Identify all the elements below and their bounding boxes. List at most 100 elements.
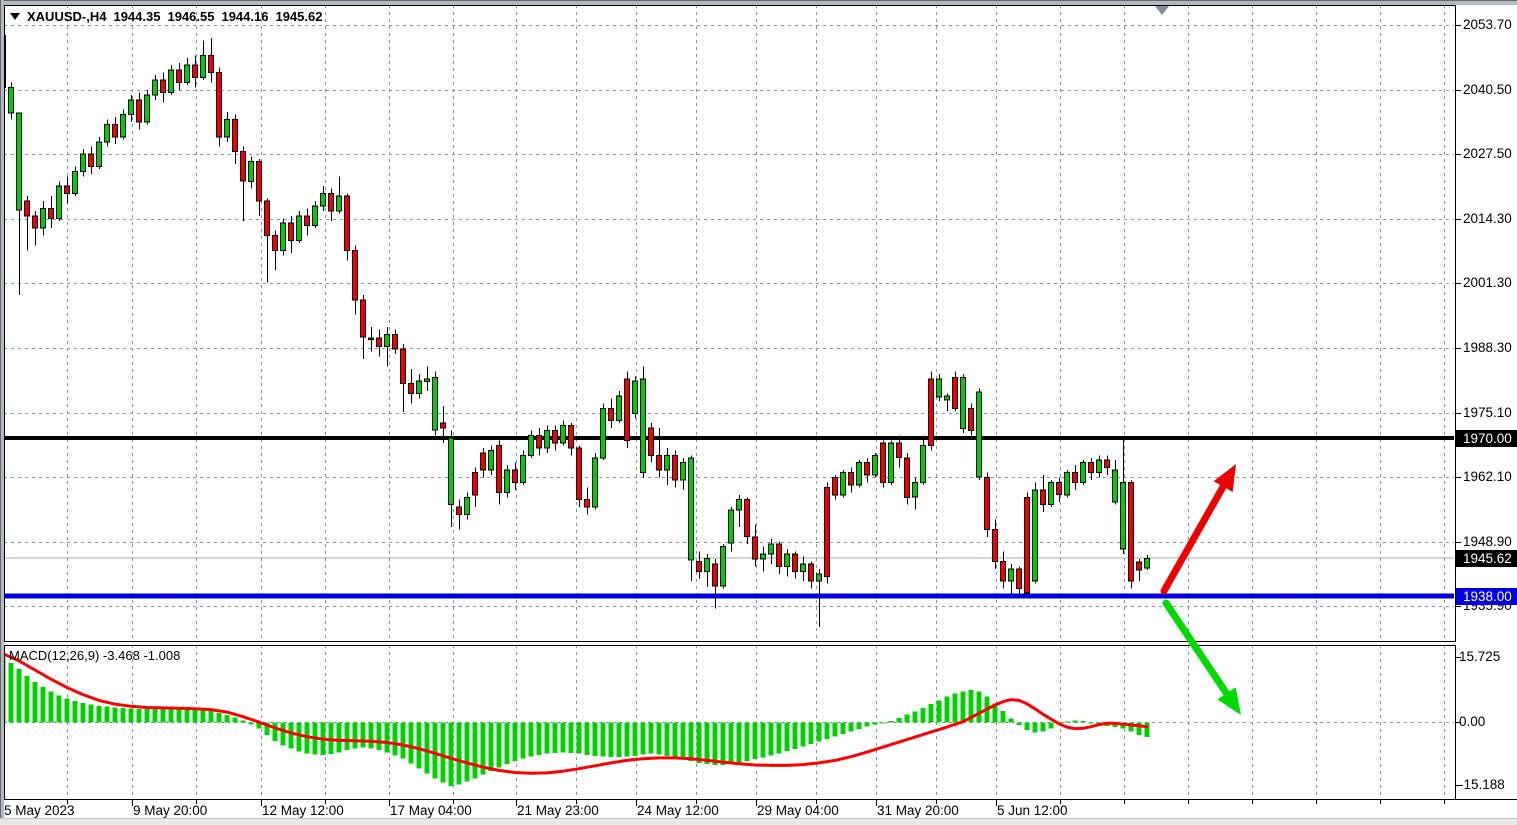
candle-bull[interactable]: [320, 193, 326, 207]
candle-bull[interactable]: [1080, 462, 1086, 484]
candle-bear[interactable]: [440, 422, 446, 429]
candle-bull[interactable]: [736, 499, 742, 511]
candle-bull[interactable]: [8, 86, 14, 114]
candle-bull[interactable]: [72, 170, 78, 195]
candle-bear[interactable]: [968, 407, 974, 432]
candle-bear[interactable]: [744, 499, 750, 538]
candle-bull[interactable]: [1048, 481, 1054, 506]
bullish-scenario-arrow[interactable]: [1160, 464, 1236, 595]
candle-bull[interactable]: [688, 457, 694, 561]
candle-bull[interactable]: [1144, 557, 1150, 569]
candle-bull[interactable]: [768, 543, 774, 555]
candle-bear[interactable]: [64, 185, 70, 195]
level-lines[interactable]: [4, 436, 1455, 599]
arrow-head[interactable]: [1213, 464, 1236, 493]
candle-bear[interactable]: [928, 378, 934, 446]
candle-bear[interactable]: [400, 348, 406, 385]
candle-bull[interactable]: [424, 378, 430, 382]
bearish-scenario-arrow[interactable]: [1162, 599, 1241, 715]
candle-bear[interactable]: [752, 536, 758, 560]
candle-bear[interactable]: [992, 528, 998, 562]
candle-bull[interactable]: [1112, 469, 1118, 503]
candle-bull[interactable]: [528, 435, 534, 456]
candle-bear[interactable]: [1088, 462, 1094, 474]
arrow-head[interactable]: [1217, 687, 1241, 715]
candle-bull[interactable]: [168, 69, 174, 93]
candle-bull[interactable]: [1, 35, 6, 88]
candle-bull[interactable]: [784, 553, 790, 567]
candle-bull[interactable]: [296, 215, 302, 242]
candle-bear[interactable]: [216, 72, 222, 138]
candle-bull[interactable]: [600, 407, 606, 459]
candle-bear[interactable]: [232, 119, 238, 153]
symbol-dropdown-icon[interactable]: [10, 13, 20, 20]
candle-bear[interactable]: [672, 454, 678, 481]
candle-bear[interactable]: [288, 222, 294, 241]
candle-bear[interactable]: [408, 383, 414, 395]
candle-bull[interactable]: [816, 573, 822, 582]
candle-bear[interactable]: [1000, 560, 1006, 582]
candle-bull[interactable]: [488, 449, 494, 471]
candle-bear[interactable]: [1016, 568, 1022, 590]
candle-bull[interactable]: [504, 469, 510, 493]
candle-bull[interactable]: [56, 185, 62, 219]
price-axis[interactable]: [1455, 5, 1517, 799]
candle-bull[interactable]: [976, 391, 982, 478]
candle-bull[interactable]: [544, 430, 550, 449]
candle-bear[interactable]: [1104, 459, 1110, 469]
candle-bear[interactable]: [536, 435, 542, 449]
candle-bear[interactable]: [208, 54, 214, 74]
candle-bear[interactable]: [328, 193, 334, 212]
candle-bull[interactable]: [1096, 459, 1102, 474]
candle-bull[interactable]: [560, 425, 566, 444]
candle-bear[interactable]: [480, 452, 486, 471]
candle-bull[interactable]: [368, 337, 374, 340]
candle-bear[interactable]: [576, 447, 582, 501]
price-tag-1938.00[interactable]: 1938.00: [1456, 588, 1517, 605]
candle-bull[interactable]: [80, 153, 86, 172]
candle-bull[interactable]: [664, 454, 670, 471]
candle-bear[interactable]: [512, 469, 518, 483]
candle-bear[interactable]: [392, 333, 398, 350]
candle-bull[interactable]: [152, 79, 158, 96]
candle-bull[interactable]: [200, 54, 206, 78]
candle-bull[interactable]: [464, 496, 470, 516]
candle-bull[interactable]: [432, 376, 438, 431]
candle-bull[interactable]: [632, 380, 638, 414]
candle-bear[interactable]: [552, 430, 558, 444]
candle-bear[interactable]: [1072, 472, 1078, 484]
candle-bear[interactable]: [136, 99, 142, 123]
candle-bull[interactable]: [128, 99, 134, 116]
candle-bear[interactable]: [696, 560, 702, 572]
candle-bull[interactable]: [16, 112, 22, 211]
candle-bear[interactable]: [1024, 496, 1030, 594]
candle-bull[interactable]: [248, 161, 254, 182]
candle-bear[interactable]: [48, 207, 54, 219]
candle-bear[interactable]: [24, 200, 30, 217]
candle-bull[interactable]: [936, 378, 942, 398]
candle-bear[interactable]: [112, 124, 118, 138]
candle-bull[interactable]: [104, 124, 110, 143]
candle-bear[interactable]: [496, 444, 502, 493]
candle-bear[interactable]: [304, 215, 310, 227]
candle-bull[interactable]: [336, 195, 342, 212]
price-tag-1970.00[interactable]: 1970.00: [1456, 430, 1517, 447]
candle-bear[interactable]: [352, 249, 358, 301]
candle-bull[interactable]: [872, 454, 878, 476]
candle-bear[interactable]: [608, 407, 614, 422]
arrow-shaft[interactable]: [1160, 477, 1230, 595]
candle-bear[interactable]: [88, 153, 94, 167]
candle-bear[interactable]: [32, 215, 38, 229]
candle-bull[interactable]: [144, 94, 150, 123]
candle-bull[interactable]: [384, 333, 390, 348]
candle-bear[interactable]: [904, 457, 910, 498]
candles[interactable]: [1, 25, 1150, 628]
candle-bull[interactable]: [592, 457, 598, 508]
candle-bull[interactable]: [760, 553, 766, 560]
candle-bear[interactable]: [584, 499, 590, 508]
candle-bear[interactable]: [192, 64, 198, 78]
candle-bear[interactable]: [472, 472, 478, 496]
candle-bear[interactable]: [792, 553, 798, 572]
candle-bull[interactable]: [720, 546, 726, 587]
candle-bull[interactable]: [416, 380, 422, 395]
